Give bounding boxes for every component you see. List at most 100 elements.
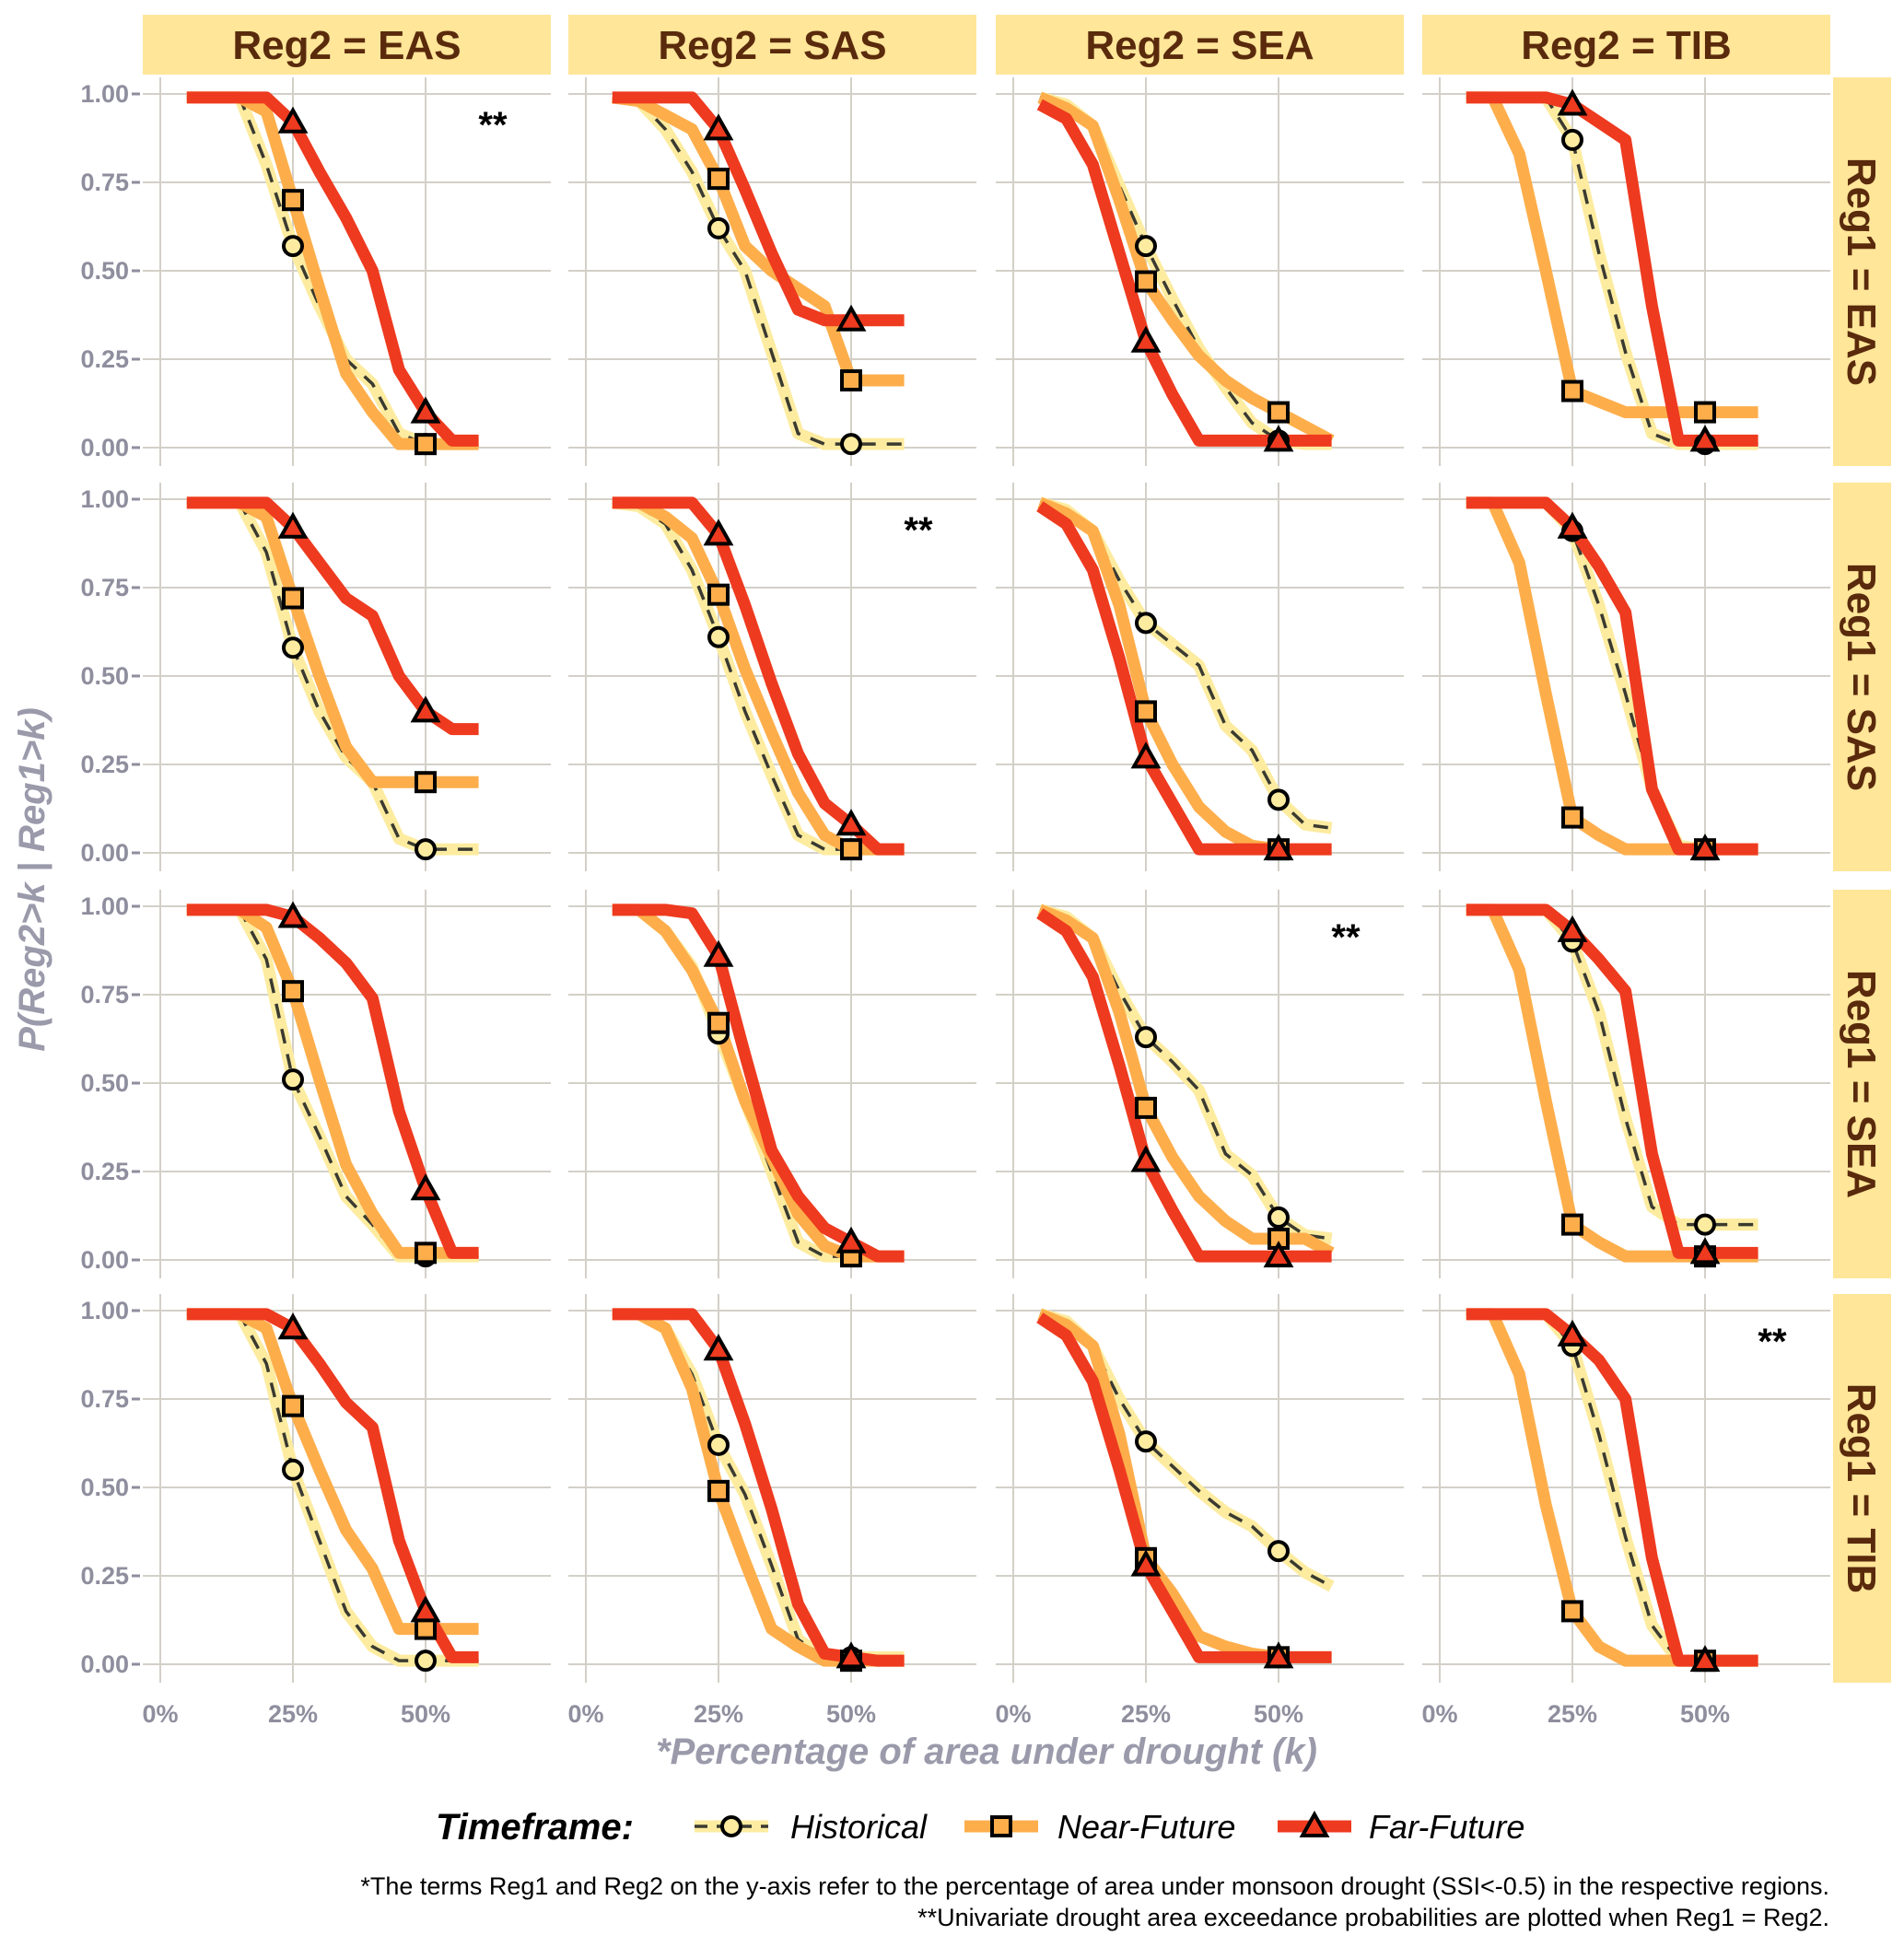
data-point-far-future <box>1689 1645 1721 1673</box>
data-point-far-future <box>410 1595 441 1623</box>
data-point-far-future <box>1130 1549 1162 1577</box>
data-point-near-future <box>1561 379 1583 402</box>
data-point-historical <box>707 1433 730 1456</box>
legend-label: Near-Future <box>1057 1808 1235 1846</box>
data-point-far-future <box>277 511 309 539</box>
data-point-historical <box>282 636 304 659</box>
data-point-far-future <box>1557 88 1588 116</box>
row-strip-label: Reg1 = SEA <box>1839 970 1884 1198</box>
column-strip <box>1422 15 1830 75</box>
data-point-near-future <box>1561 1213 1583 1236</box>
data-point-near-future <box>415 433 437 456</box>
data-point-far-future <box>277 106 309 134</box>
x-tick-label: 0% <box>1421 1700 1457 1728</box>
series-line-far-future <box>1466 91 1758 447</box>
panel <box>568 1294 976 1683</box>
data-point-historical <box>707 216 730 239</box>
y-tick-label: 0.50 <box>80 257 129 285</box>
series-line-far-future <box>186 91 479 447</box>
x-tick-label: 0% <box>995 1700 1031 1728</box>
data-point-near-future <box>415 1242 437 1265</box>
x-tick-label: 0% <box>567 1700 603 1728</box>
series-line-far-future <box>186 904 479 1259</box>
footnote-2: **Univariate drought area exceedance pro… <box>917 1904 1829 1931</box>
x-tick-label: 25% <box>1548 1700 1597 1728</box>
data-point-far-future <box>835 1226 867 1253</box>
data-point-historical <box>415 838 437 861</box>
row-strip <box>1833 1294 1891 1683</box>
y-axis-title: P(Reg2>k | Reg1>k) <box>12 707 53 1052</box>
y-tick-label: 0.75 <box>80 981 129 1008</box>
row-strip <box>1833 77 1891 466</box>
legend-marker-triangle-icon <box>1299 1810 1330 1837</box>
legend-title: Timeframe: <box>436 1807 634 1848</box>
panel <box>996 483 1404 871</box>
data-point-historical <box>282 235 304 258</box>
data-point-near-future <box>282 587 304 610</box>
data-point-far-future <box>703 1334 734 1361</box>
data-point-far-future <box>1557 1319 1588 1347</box>
data-point-far-future <box>1263 425 1294 452</box>
y-tick-label: 1.00 <box>80 485 129 513</box>
series-line-far-future <box>612 91 905 327</box>
legend-label: Historical <box>790 1808 928 1846</box>
panel: ** <box>996 890 1404 1278</box>
data-point-near-future <box>707 168 730 191</box>
legend: Timeframe: Historical Near-Future Far-Futu… <box>436 1807 1524 1848</box>
panel <box>996 1294 1404 1683</box>
data-point-far-future <box>703 939 734 967</box>
data-point-far-future <box>277 901 309 928</box>
series-dash-historical <box>1466 1312 1758 1662</box>
y-tick-label: 1.00 <box>80 80 129 108</box>
data-point-historical <box>1135 1430 1157 1453</box>
data-point-far-future <box>703 519 734 546</box>
data-point-far-future <box>1263 1241 1294 1268</box>
univariate-mark: ** <box>1331 917 1361 958</box>
data-point-far-future <box>835 809 867 836</box>
data-point-near-future <box>282 189 304 212</box>
data-point-far-future <box>1130 1145 1162 1172</box>
footnote-1: *The terms Reg1 and Reg2 on the y-axis r… <box>360 1872 1829 1900</box>
series-dash-historical <box>612 96 905 446</box>
panel <box>143 890 551 1278</box>
x-tick-label: 25% <box>268 1700 318 1728</box>
y-tick-label: 0.25 <box>80 1562 129 1590</box>
data-point-far-future <box>1689 425 1721 452</box>
y-tick-label: 0.50 <box>80 662 129 690</box>
legend-marker-square-icon <box>990 1815 1012 1837</box>
column-strip <box>143 15 551 75</box>
y-tick-label: 0.75 <box>80 169 129 196</box>
column-strip-label: Reg2 = TIB <box>1521 23 1732 68</box>
row-strip <box>1833 890 1891 1278</box>
y-tick-label: 0.75 <box>80 574 129 601</box>
x-tick-label: 50% <box>826 1700 876 1728</box>
data-point-historical <box>282 1068 304 1091</box>
data-point-near-future <box>1561 1600 1583 1623</box>
data-point-near-future <box>415 771 437 794</box>
data-point-historical <box>1267 1206 1290 1229</box>
data-point-historical <box>707 625 730 648</box>
y-tick-label: 0.50 <box>80 1069 129 1097</box>
y-tick-label: 1.00 <box>80 1297 129 1324</box>
legend-label: Far-Future <box>1369 1808 1524 1846</box>
y-tick-label: 0.00 <box>80 1246 129 1274</box>
data-point-near-future <box>1135 700 1157 723</box>
panel <box>143 483 551 871</box>
data-point-near-future <box>282 980 304 1003</box>
panel <box>996 77 1404 466</box>
panel <box>1422 77 1830 466</box>
column-strip <box>568 15 976 75</box>
y-tick-label: 1.00 <box>80 892 129 920</box>
row-strip <box>1833 483 1891 871</box>
data-point-near-future <box>415 1617 437 1640</box>
panels: Reg2 = EAS Reg2 = SAS Reg2 = SEA Reg2 = TIB… <box>80 15 1891 1728</box>
data-point-near-future <box>840 838 862 861</box>
data-point-historical <box>1135 1026 1157 1049</box>
series-line-near-future <box>1466 91 1758 419</box>
y-tick-label: 0.25 <box>80 751 129 778</box>
data-point-historical <box>1267 788 1290 811</box>
row-strip-label: Reg1 = TIB <box>1839 1383 1884 1594</box>
univariate-mark: ** <box>478 105 508 146</box>
data-point-far-future <box>1689 834 1721 861</box>
